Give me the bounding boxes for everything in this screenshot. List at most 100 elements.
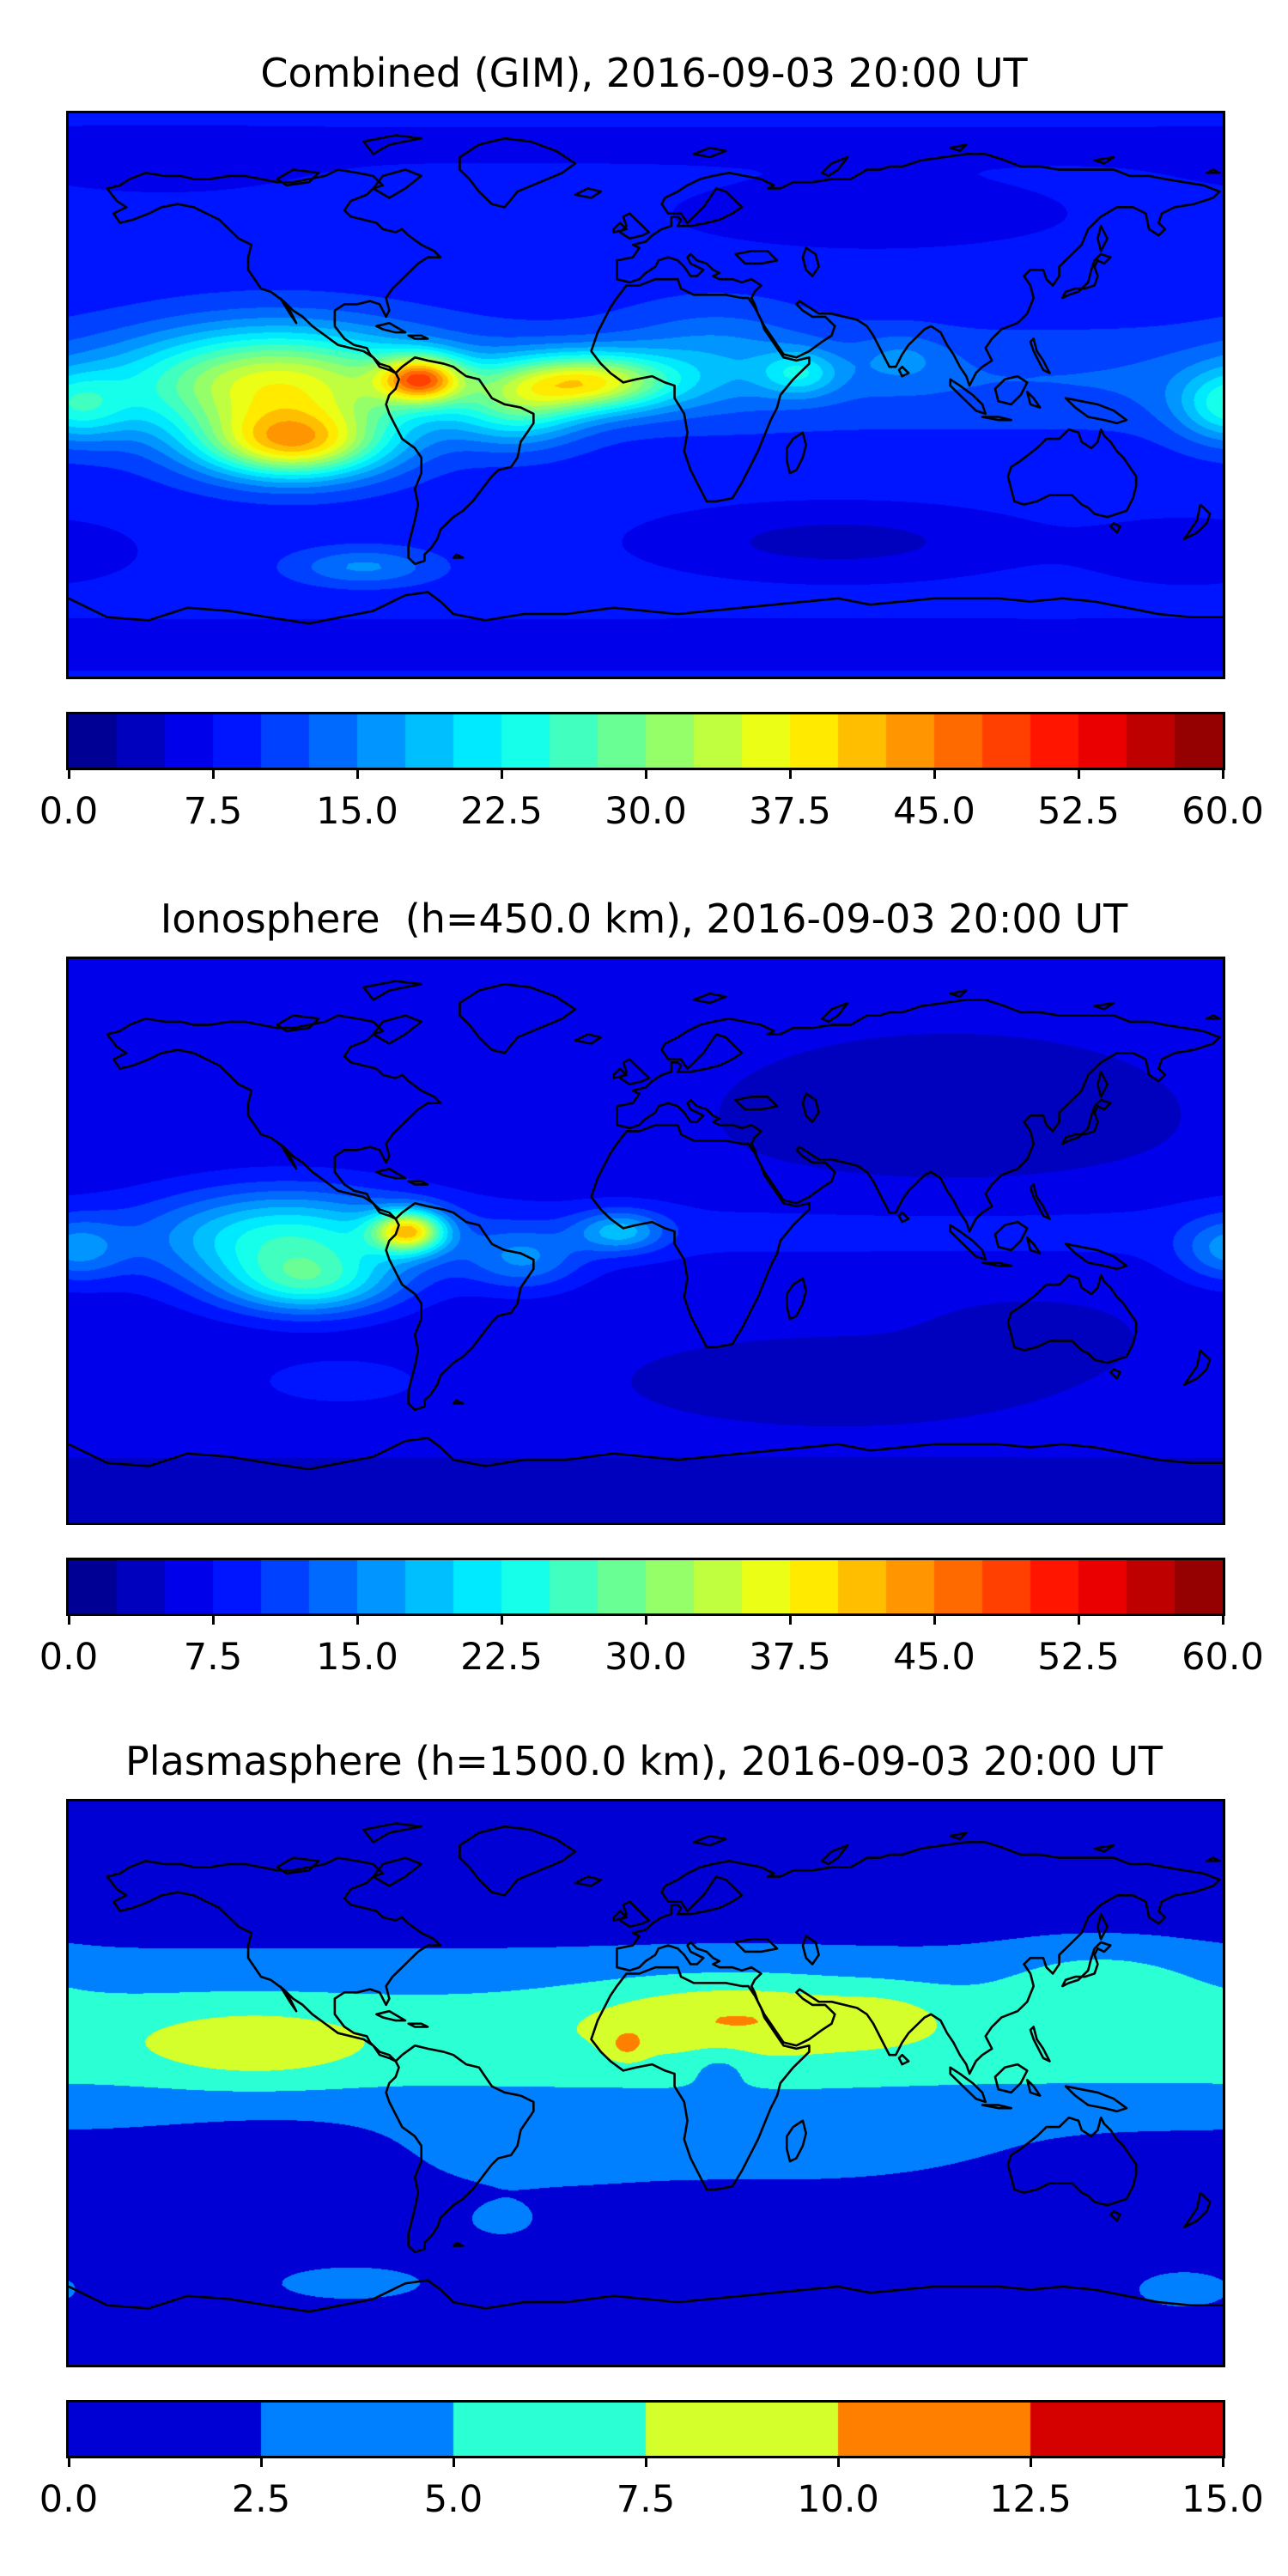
coastline-antarctica (69, 1438, 1223, 1469)
colorbar-tick-label: 0.0 (39, 790, 99, 833)
coastline-sumatra (951, 380, 986, 414)
coastline-svalbard (694, 993, 726, 1003)
coastline-wrangel-island (1206, 170, 1219, 173)
coastline-eurasia (617, 999, 1219, 1231)
colorbar-tick-mark (67, 2456, 70, 2467)
colorbar-tick-mark (1077, 1613, 1080, 1625)
colorbar-tick-mark (355, 1613, 359, 1625)
coastline-hispaniola (409, 1182, 428, 1185)
map-plasmasphere (66, 1799, 1225, 2367)
colorbar-tick-label: 60.0 (1182, 790, 1264, 833)
coastline-cuba (376, 2011, 405, 2020)
coastline-new-guinea (1066, 2087, 1127, 2111)
coastline-wrangel-island (1206, 1858, 1219, 1862)
coastline-wrangel-island (1206, 1016, 1219, 1019)
coastline-sulawesi (1027, 2080, 1040, 2095)
coastline-sumatra (951, 1225, 986, 1260)
coastline-sri-lanka (899, 2055, 908, 2064)
colorbar-ionosphere (66, 1558, 1225, 1616)
coastline-severnaya-zemlya (951, 990, 967, 996)
colorbar-tick-mark (1221, 2456, 1224, 2467)
colorbar-tick-label: 30.0 (605, 1636, 687, 1679)
colorbar-tick-mark (211, 768, 215, 779)
coastline-novaya-zemlya (822, 157, 848, 176)
coastline-iceland (575, 188, 601, 197)
coastline-philippines (1030, 1184, 1049, 1218)
colorbar-tick-mark (644, 2456, 647, 2467)
coastline-philippines (1030, 338, 1049, 373)
coastline-java (982, 417, 1012, 421)
coastline-borneo (995, 2064, 1027, 2093)
coastline-iceland (575, 1876, 601, 1886)
colorbar-tick-label: 45.0 (893, 790, 975, 833)
colorbar-tick-label: 0.0 (39, 1636, 99, 1679)
colorbar-canvas (69, 2403, 1223, 2456)
colorbar-tick-mark (644, 1613, 647, 1625)
coastline-japan (1062, 1100, 1110, 1144)
map-combined (66, 111, 1225, 679)
coastline-hispaniola (409, 2024, 428, 2027)
coastline-africa (592, 1967, 810, 2190)
colorbar-tick-label: 22.5 (460, 1636, 543, 1679)
coastline-ireland (614, 1069, 627, 1078)
map-ionosphere (66, 957, 1225, 1525)
colorbar-tick-label: 5.0 (423, 2478, 483, 2521)
coastline-sakhalin (1097, 1072, 1107, 1097)
coastline-severnaya-zemlya (951, 1832, 967, 1838)
coastline-victoria-island (277, 170, 319, 185)
coastline-baffin-island (374, 1858, 422, 1886)
colorbar-tick-label: 7.5 (183, 790, 243, 833)
coastline-black-sea (736, 1939, 778, 1952)
coastline-borneo (995, 376, 1027, 404)
map-title-combined: Combined (GIM), 2016-09-03 20:00 UT (260, 50, 1028, 96)
coastlines-overlay (69, 959, 1223, 1522)
coastline-ireland (614, 223, 627, 233)
coastline-japan (1062, 254, 1110, 298)
colorbar-tick-label: 22.5 (460, 790, 543, 833)
coastline-hispaniola (409, 336, 428, 339)
colorbar-tick-label: 52.5 (1037, 790, 1120, 833)
coastline-victoria-island (277, 1016, 319, 1031)
coastline-africa (592, 1125, 810, 1347)
coastline-australia (1008, 2117, 1136, 2205)
coastline-svalbard (694, 1836, 726, 1845)
panel-combined-gim: Combined (GIM), 2016-09-03 20:00 UT 0.0 7… (0, 0, 1288, 846)
colorbar-tick-label: 45.0 (893, 1636, 975, 1679)
colorbar-tick-mark (1221, 768, 1224, 779)
coastline-australia (1008, 429, 1136, 517)
coastline-new-guinea (1066, 398, 1127, 423)
coastline-novaya-zemlya (822, 1003, 848, 1022)
coastline-south-america (386, 2045, 534, 2252)
coastline-antarctica (69, 592, 1223, 623)
colorbar-tick-label: 15.0 (316, 790, 398, 833)
coastline-north-america (107, 170, 440, 374)
coastline-philippines (1030, 2026, 1049, 2061)
colorbar-tick-label: 15.0 (1182, 2478, 1264, 2521)
coastline-ellesmere-island (363, 1824, 421, 1843)
colorbar-canvas (69, 1560, 1223, 1613)
colorbar-tick-label: 37.5 (749, 790, 831, 833)
coastline-iceland (575, 1034, 601, 1043)
coastline-south-america (386, 357, 534, 564)
coastline-baja-california (280, 298, 296, 323)
coastline-tasmania (1110, 523, 1120, 532)
coastline-japan (1062, 1942, 1110, 1986)
colorbar-tick-mark (788, 1613, 792, 1625)
coastline-borneo (995, 1222, 1027, 1250)
coastline-sulawesi (1027, 392, 1040, 407)
colorbar-tick-label: 52.5 (1037, 1636, 1120, 1679)
colorbar-combined (66, 712, 1225, 770)
colorbar-tick-mark (933, 1613, 936, 1625)
colorbar-tick-mark (788, 768, 792, 779)
colorbar-tick-label: 30.0 (605, 790, 687, 833)
coastline-new-zealand (1184, 1351, 1210, 1385)
coastline-caspian-sea (803, 1094, 819, 1122)
coastline-ellesmere-island (363, 981, 421, 1000)
colorbar-tick-mark (1221, 1613, 1224, 1625)
map-title-plasmasphere: Plasmasphere (h=1500.0 km), 2016-09-03 2… (125, 1738, 1163, 1784)
coastline-madagascar (787, 1279, 805, 1319)
coastline-victoria-island (277, 1858, 319, 1874)
coastline-antarctica (69, 2281, 1223, 2312)
coastline-new-siberian-islands (1095, 157, 1114, 163)
colorbar-tick-label: 2.5 (231, 2478, 291, 2521)
